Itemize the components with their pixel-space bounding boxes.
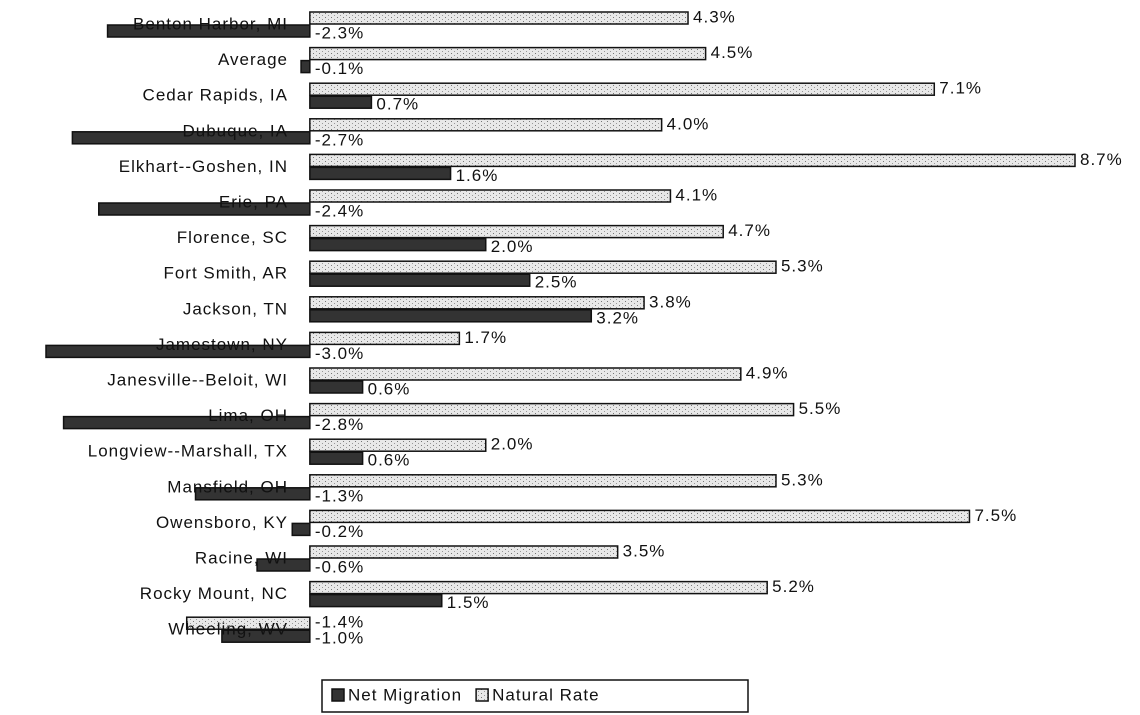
legend-label: Natural Rate	[492, 685, 599, 704]
value-label: 3.8%	[649, 292, 692, 311]
value-label: -1.4%	[315, 613, 364, 632]
value-label: -0.2%	[315, 522, 364, 541]
bar	[185, 616, 311, 630]
category-label: Rocky Mount, NC	[140, 584, 288, 603]
bar	[309, 580, 768, 595]
legend: Net Migration Natural Rate	[321, 679, 749, 713]
category-label: Elkhart--Goshen, IN	[119, 157, 288, 176]
bar	[309, 593, 443, 608]
category-label: Racine, WI	[195, 548, 288, 567]
bar	[309, 331, 461, 346]
bar	[300, 59, 311, 74]
value-label: 0.7%	[376, 95, 419, 114]
category-label: Longview--Marshall, TX	[88, 442, 288, 461]
bar	[309, 438, 487, 452]
category-label: Mansfield, OH	[167, 477, 288, 496]
category-label: Jamestown, NY	[156, 335, 288, 354]
value-label: 4.0%	[667, 114, 710, 133]
bar	[221, 629, 311, 643]
value-label: 5.3%	[781, 470, 824, 489]
bar	[309, 118, 663, 132]
value-label: 7.5%	[974, 506, 1017, 525]
legend-label: Net Migration	[348, 685, 462, 704]
bar	[309, 402, 795, 417]
category-label: Jackson, TN	[183, 299, 288, 318]
bar	[309, 166, 452, 181]
bar	[45, 344, 311, 359]
legend-swatch	[331, 688, 345, 702]
value-label: -1.0%	[315, 629, 364, 648]
bar	[309, 545, 619, 559]
bar	[309, 82, 936, 96]
legend-frame	[321, 679, 749, 713]
category-label: Erie, PA	[219, 192, 288, 211]
category-label: Benton Harbor, MI	[133, 14, 288, 33]
value-label: 3.5%	[623, 541, 666, 560]
category-label: Cedar Rapids, IA	[143, 86, 288, 105]
value-label: 4.3%	[693, 7, 736, 26]
bar	[256, 558, 311, 572]
value-label: -2.8%	[315, 415, 364, 434]
value-label: -2.7%	[315, 130, 364, 149]
value-label: 2.5%	[535, 273, 578, 292]
category-label: Janesville--Beloit, WI	[107, 370, 288, 389]
bar	[309, 237, 487, 252]
value-label: 2.0%	[491, 237, 534, 256]
bar	[309, 273, 531, 287]
value-label: 4.9%	[746, 363, 789, 382]
value-label: 5.2%	[772, 577, 815, 596]
value-label: 4.5%	[711, 43, 754, 62]
bar	[309, 296, 645, 310]
bar	[291, 522, 311, 537]
value-label: 4.7%	[728, 221, 771, 240]
category-label: Wheeling, WV	[168, 620, 288, 639]
value-label: 1.5%	[447, 593, 490, 612]
bar	[71, 131, 311, 145]
value-label: 7.1%	[939, 79, 982, 98]
bar	[309, 260, 777, 274]
value-label: 1.7%	[464, 328, 507, 347]
category-label: Dubuque, IA	[182, 121, 288, 140]
value-label: -1.3%	[315, 486, 364, 505]
category-label: Fort Smith, AR	[163, 264, 288, 283]
value-label: 5.5%	[799, 399, 842, 418]
plot-area: 4.3% -2.3% Benton Harbor, MI 4.5% -0.1% Avera…	[45, 7, 1123, 648]
value-label: 8.7%	[1080, 150, 1123, 169]
category-label: Average	[218, 50, 288, 69]
value-label: 0.6%	[368, 379, 411, 398]
legend-swatch	[475, 688, 489, 702]
value-label: 5.3%	[781, 257, 824, 276]
category-label: Lima, OH	[208, 406, 288, 425]
value-label: 3.2%	[596, 308, 639, 327]
bar	[106, 24, 311, 38]
category-label: Owensboro, KY	[156, 513, 288, 532]
bar	[309, 11, 689, 25]
bar	[98, 202, 311, 216]
value-label: 4.1%	[675, 185, 718, 204]
bar	[309, 509, 971, 524]
bar	[309, 367, 742, 381]
value-label: -2.4%	[315, 201, 364, 220]
bar	[309, 474, 777, 488]
bar	[309, 95, 373, 109]
bar	[309, 451, 364, 465]
bar	[309, 189, 672, 203]
bar	[309, 380, 364, 394]
value-label: 2.0%	[491, 435, 534, 454]
bar	[309, 46, 707, 61]
value-label: -0.1%	[315, 59, 364, 78]
bar	[62, 415, 311, 430]
value-label: -0.6%	[315, 557, 364, 576]
bar	[309, 224, 724, 239]
value-label: 1.6%	[456, 166, 499, 185]
category-label: Florence, SC	[177, 228, 288, 247]
value-label: -2.3%	[315, 23, 364, 42]
bar	[194, 487, 311, 501]
value-label: 0.6%	[368, 451, 411, 470]
value-label: -3.0%	[315, 344, 364, 363]
bar	[309, 153, 1076, 168]
bar	[309, 309, 593, 323]
